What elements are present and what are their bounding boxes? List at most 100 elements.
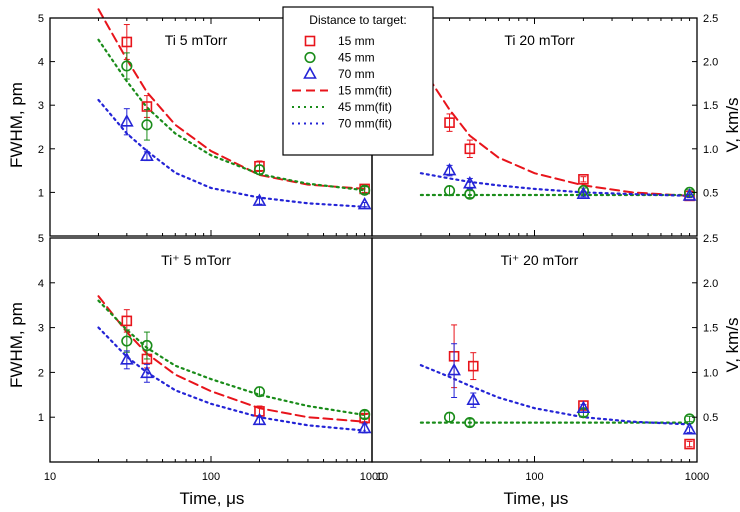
legend-title: Distance to target: [309, 13, 406, 27]
data-point-45-mm [359, 184, 371, 196]
x-tick-label: 1000 [360, 471, 384, 483]
panel-bottom-left: Ti⁺ 5 mTorr [97, 252, 372, 434]
fit-line-70-mm-fit- [419, 364, 691, 426]
y-tick-label: 2.0 [703, 57, 718, 69]
y-tick-label: 3 [38, 323, 44, 335]
legend-marker-45-mm [304, 51, 316, 64]
fit-line-70-mm-fit- [97, 326, 366, 432]
legend-marker-15-mm [304, 35, 316, 47]
data-point-45-mm [121, 335, 133, 347]
data-point-45-mm [141, 339, 153, 352]
y-tick-label: 1.5 [703, 323, 718, 335]
data-point-70-mm [252, 412, 267, 426]
panels: Ti 5 mTorr Ti 20 mTorr Ti⁺ 5 mTorr Ti⁺ 20 m… [97, 8, 697, 450]
panel-top-right: Ti 20 mTorr [419, 32, 697, 202]
legend-label-70-mm-fit-: 70 mm(fit) [338, 117, 392, 131]
data-point-70-mm [462, 176, 477, 189]
y-tick-label: 2 [38, 367, 44, 379]
panel-title: Ti⁺ 5 mTorr [161, 252, 231, 268]
data-point-15-mm [464, 143, 476, 155]
data-point-70-mm [442, 162, 457, 176]
data-point-15-mm [121, 36, 133, 48]
y-axis-title-top-right: V, km/s [723, 97, 740, 152]
x-tick-label: 10 [44, 471, 56, 483]
legend-label-45-mm-fit-: 45 mm(fit) [338, 100, 392, 114]
y-tick-label: 2.5 [703, 233, 718, 245]
data-point-45-mm [359, 408, 371, 421]
y-tick-label: 2.0 [703, 278, 718, 290]
y-axis-title-top-left: FWHM, pm [7, 82, 26, 168]
panel-bottom-right: Ti⁺ 20 mTorr [419, 252, 697, 450]
data-point-70-mm [682, 422, 697, 435]
y-tick-label: 2.5 [703, 13, 718, 25]
legend-label-70-mm: 70 mm [338, 67, 375, 81]
data-point-70-mm [576, 186, 591, 199]
fit-line-45-mm-fit- [97, 38, 366, 192]
data-point-15-mm [467, 360, 479, 372]
x-axis-title-left: Time, μs [180, 489, 245, 508]
panel-title: Ti 20 mTorr [504, 32, 575, 48]
data-point-15-mm [578, 174, 589, 185]
data-point-70-mm [576, 400, 591, 414]
fit-line-70-mm-fit- [419, 172, 691, 197]
y-axis-title-bottom-left: FWHM, pm [7, 302, 26, 388]
y-tick-label: 1.5 [703, 100, 718, 112]
data-point-70-mm [357, 420, 372, 434]
data-point-45-mm [253, 164, 266, 176]
data-point-70-mm [466, 392, 481, 405]
data-point-70-mm [252, 193, 267, 206]
data-point-70-mm [357, 196, 372, 210]
x-axis-title-right: Time, μs [504, 489, 569, 508]
fit-line-15-mm-fit- [419, 65, 691, 197]
y-tick-label: 1 [38, 187, 44, 199]
y-tick-label: 1.0 [703, 144, 718, 156]
data-point-70-mm [119, 114, 134, 127]
panel-frame [49, 237, 373, 463]
legend-label-45-mm: 45 mm [338, 51, 375, 65]
panel-top-left: Ti 5 mTorr [97, 8, 372, 210]
y-tick-label: 1.0 [703, 367, 718, 379]
data-point-15-mm [444, 117, 455, 128]
data-point-45-mm [443, 411, 456, 423]
x-tick-label: 100 [525, 471, 543, 483]
y-tick-label: 5 [38, 13, 44, 25]
legend-label-15-mm-fit-: 15 mm(fit) [338, 84, 392, 98]
data-point-45-mm [253, 386, 266, 398]
y-tick-label: 0.5 [703, 187, 718, 199]
data-point-45-mm [121, 60, 133, 72]
data-point-15-mm [684, 438, 695, 450]
y-tick-label: 4 [38, 57, 44, 69]
fit-line-70-mm-fit- [97, 98, 366, 208]
y-tick-label: 1 [38, 412, 44, 424]
x-tick-label: 1000 [685, 471, 709, 483]
data-point-70-mm [447, 362, 461, 376]
x-tick-label: 100 [202, 471, 220, 483]
y-tick-label: 5 [38, 233, 44, 245]
legend-box [282, 6, 434, 156]
panel-frames: 1 2 3 4 5 0.5 1.0 1.5 2.0 2.5 1 2 3 4 5 10 100 1000 0.5 1.0… [38, 13, 718, 483]
fit-line-45-mm-fit- [97, 299, 366, 417]
y-tick-label: 0.5 [703, 412, 718, 424]
panel-title: Ti⁺ 20 mTorr [501, 252, 579, 268]
panel-frame [371, 237, 698, 463]
data-point-45-mm [141, 119, 153, 131]
data-point-70-mm [140, 365, 154, 379]
data-point-70-mm [140, 148, 154, 162]
panel-title: Ti 5 mTorr [165, 32, 228, 48]
x-tick-label: 10 [376, 471, 388, 483]
y-axis-title-bottom-right: V, km/s [723, 317, 740, 372]
data-point-70-mm [119, 352, 134, 365]
y-tick-label: 4 [38, 278, 44, 290]
y-tick-label: 2 [38, 144, 44, 156]
data-point-15-mm [121, 315, 133, 327]
legend-label-15-mm: 15 mm [338, 34, 375, 48]
data-point-45-mm [464, 416, 476, 429]
data-point-70-mm [682, 188, 697, 201]
fit-line-15-mm-fit- [97, 295, 366, 423]
legend-items: 15 mm 45 mm 70 mm 15 mm(fit) 45 mm(fit) 70 mm… [292, 34, 392, 131]
data-point-45-mm [443, 185, 456, 197]
legend-marker-70-mm [303, 66, 317, 79]
fit-line-15-mm-fit- [97, 8, 366, 190]
